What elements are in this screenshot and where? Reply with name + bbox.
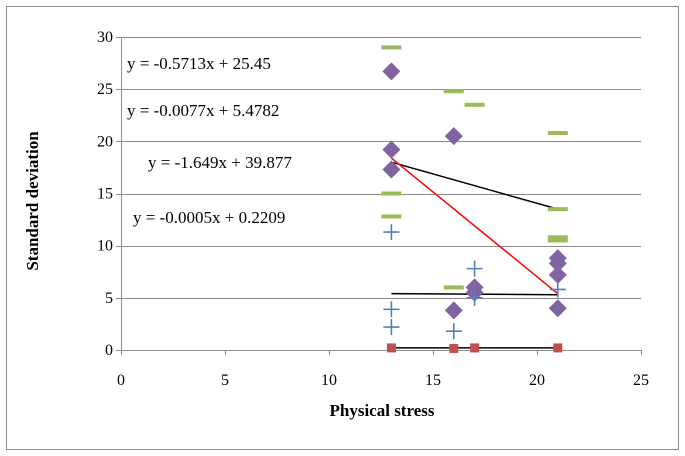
point-diamond [382,140,401,159]
x-tick-label: 25 [633,372,649,389]
point-dash [443,89,464,94]
point-dash [547,130,568,135]
point-plus [445,323,462,340]
y-tick-label: 25 [97,81,113,98]
trendline-1 [391,161,559,210]
tick-labels: 0 5 10 15 20 25 30 0 5 10 15 20 25 [97,29,649,389]
trendline-equations: y = -0.5713x + 25.45 y = -0.0077x + 5.478… [127,54,292,227]
point-square [470,343,480,353]
point-diamond [548,299,567,318]
point-diamond [444,301,463,320]
point-diamond [548,254,567,273]
point-plus [549,281,566,298]
point-diamond [382,62,401,81]
point-dash [381,191,402,196]
x-tick-label: 20 [529,372,545,389]
point-plus [383,224,400,241]
point-plus [383,319,400,336]
y-tick-label: 10 [97,238,113,255]
point-square [386,343,396,353]
point-dash [547,235,568,240]
x-tick-label: 5 [221,372,229,389]
y-tick-label: 30 [97,29,113,46]
point-dash [381,45,402,50]
chart-frame [6,6,679,450]
trendline-equation-1: y = -0.5713x + 25.45 [127,54,271,73]
point-diamond [382,160,401,179]
gridlines [121,37,641,299]
trendline-equation-3: y = -1.649x + 39.877 [148,153,292,172]
x-tick-label: 0 [117,372,125,389]
data-points [381,45,568,353]
point-diamond [444,127,463,146]
point-dash [381,214,402,219]
trendline-equation-2: y = -0.0077x + 5.4782 [127,101,279,120]
trendline-equation-4: y = -0.0005x + 0.2209 [133,208,285,227]
y-tick-label: 5 [105,290,113,307]
x-tick-label: 10 [321,372,337,389]
y-tick-label: 20 [97,133,113,150]
trendline-3 [390,157,559,295]
y-tick-label: 0 [105,342,113,359]
point-plus [466,260,483,277]
point-plus [466,289,483,306]
point-square [553,343,563,353]
point-dash [547,238,568,243]
point-dash [464,102,485,107]
y-axis-title: Standard deviation [23,131,42,271]
point-dash [443,285,464,290]
point-square [449,343,459,353]
x-axis-title: Physical stress [330,401,435,420]
y-tick-label: 15 [97,186,113,203]
point-dash [547,207,568,212]
point-plus [383,301,400,318]
x-tick-label: 15 [425,372,441,389]
point-diamond [548,265,567,284]
